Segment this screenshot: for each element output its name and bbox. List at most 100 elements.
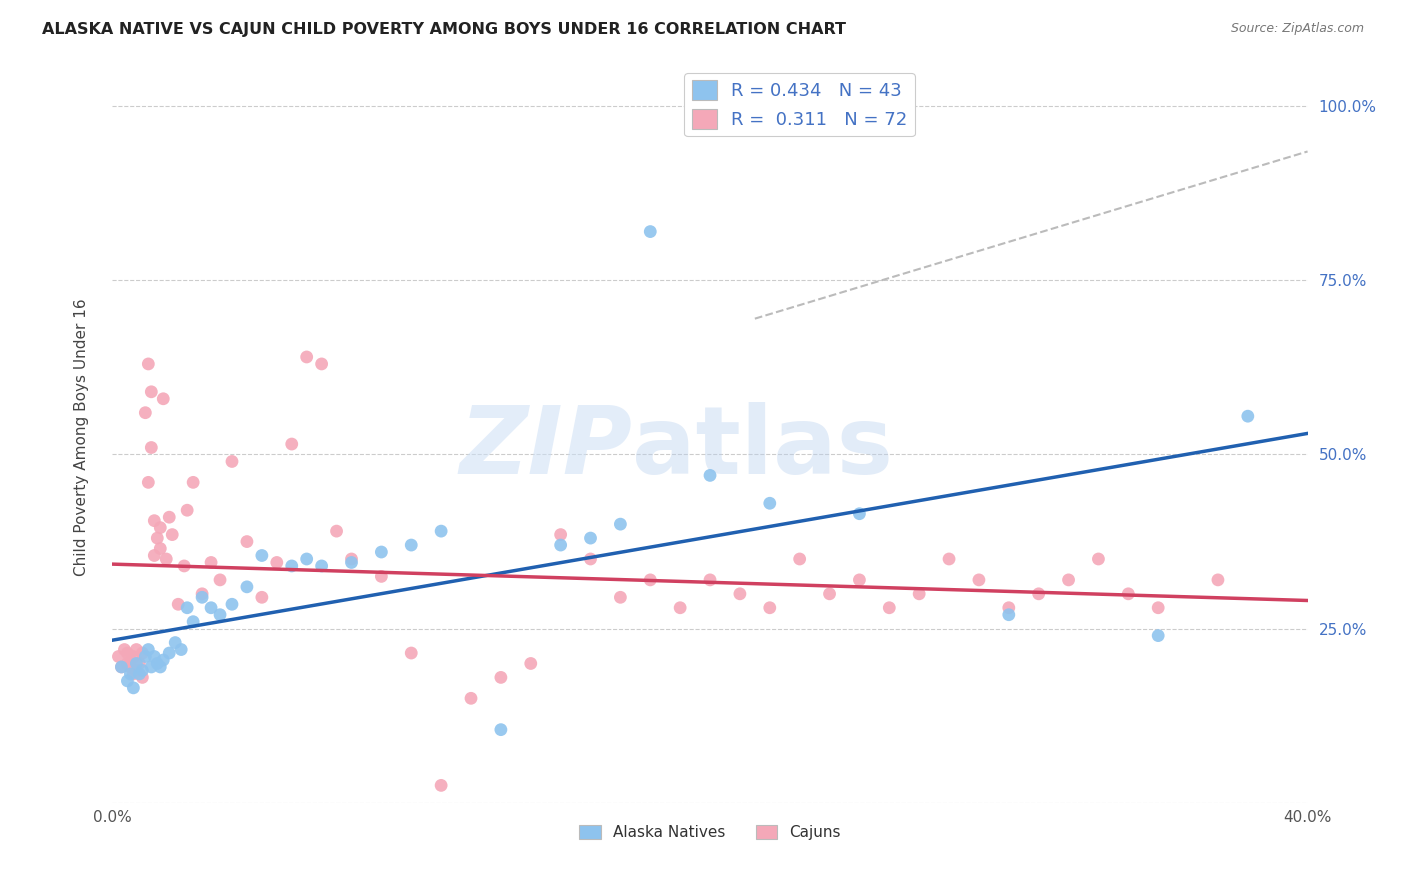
Point (699, 573, 721, 587)
Point (489, 723, 512, 737)
Point (181, 615, 204, 629)
Point (311, 357, 333, 371)
Point (122, 681, 145, 695)
Point (908, 587, 931, 601)
Point (221, 454, 243, 468)
Point (266, 556, 288, 570)
Point (200, 600, 222, 615)
Point (120, 653, 142, 667)
Point (157, 510, 180, 524)
Point (818, 587, 841, 601)
Point (460, 691, 482, 706)
Point (155, 552, 177, 566)
Point (579, 552, 602, 566)
Point (149, 521, 172, 535)
Point (325, 524, 347, 538)
Point (370, 569, 392, 583)
Point (128, 657, 150, 671)
Point (967, 573, 990, 587)
Point (200, 556, 222, 570)
Point (489, 670, 512, 684)
Point (759, 496, 782, 510)
Point (340, 556, 363, 570)
Point (110, 660, 132, 674)
Point (146, 657, 169, 671)
Point (131, 670, 153, 684)
Point (131, 664, 153, 678)
Point (281, 437, 304, 451)
Point (122, 649, 145, 664)
Point (134, 406, 156, 420)
Point (191, 587, 214, 601)
Point (209, 573, 232, 587)
Point (295, 552, 318, 566)
Point (1087, 552, 1109, 566)
Point (170, 642, 193, 657)
Point (221, 597, 243, 611)
Point (370, 545, 392, 559)
Point (125, 642, 148, 657)
Point (128, 667, 150, 681)
Point (430, 778, 453, 792)
Point (250, 591, 273, 605)
Point (110, 660, 132, 674)
Point (430, 524, 453, 538)
Point (699, 468, 721, 483)
Point (134, 649, 156, 664)
Point (162, 527, 183, 541)
Point (149, 541, 172, 556)
Point (122, 667, 145, 681)
Point (998, 607, 1021, 622)
Point (1147, 629, 1170, 643)
Point (181, 475, 204, 490)
Point (250, 549, 273, 563)
Point (848, 573, 870, 587)
Point (609, 517, 631, 532)
Point (669, 600, 692, 615)
Point (125, 657, 148, 671)
Point (120, 667, 142, 681)
Point (340, 552, 363, 566)
Point (141, 384, 163, 399)
Point (640, 225, 662, 239)
Point (609, 591, 631, 605)
Point (728, 587, 751, 601)
Point (550, 538, 572, 552)
Point (520, 657, 543, 671)
Point (143, 649, 166, 664)
Point (236, 580, 259, 594)
Point (149, 660, 172, 674)
Point (157, 646, 180, 660)
Point (125, 664, 148, 678)
Text: Source: ZipAtlas.com: Source: ZipAtlas.com (1230, 22, 1364, 36)
Point (143, 549, 166, 563)
Point (1237, 409, 1260, 424)
Legend: Alaska Natives, Cajuns: Alaska Natives, Cajuns (574, 819, 846, 847)
Point (998, 600, 1021, 615)
Point (167, 597, 190, 611)
Point (295, 350, 318, 364)
Point (138, 475, 160, 490)
Point (117, 646, 139, 660)
Point (879, 600, 901, 615)
Point (579, 531, 602, 545)
Point (401, 646, 423, 660)
Point (236, 534, 259, 549)
Point (138, 642, 160, 657)
Point (143, 514, 166, 528)
Point (311, 558, 333, 573)
Point (120, 660, 142, 674)
Point (107, 649, 129, 664)
Point (550, 527, 572, 541)
Point (165, 635, 187, 649)
Point (1028, 587, 1050, 601)
Point (1206, 573, 1229, 587)
Point (173, 558, 195, 573)
Point (117, 657, 139, 671)
Point (152, 392, 174, 406)
Point (141, 441, 163, 455)
Y-axis label: Child Poverty Among Boys Under 16: Child Poverty Among Boys Under 16 (75, 298, 89, 576)
Point (176, 600, 198, 615)
Point (117, 673, 139, 688)
Point (848, 507, 870, 521)
